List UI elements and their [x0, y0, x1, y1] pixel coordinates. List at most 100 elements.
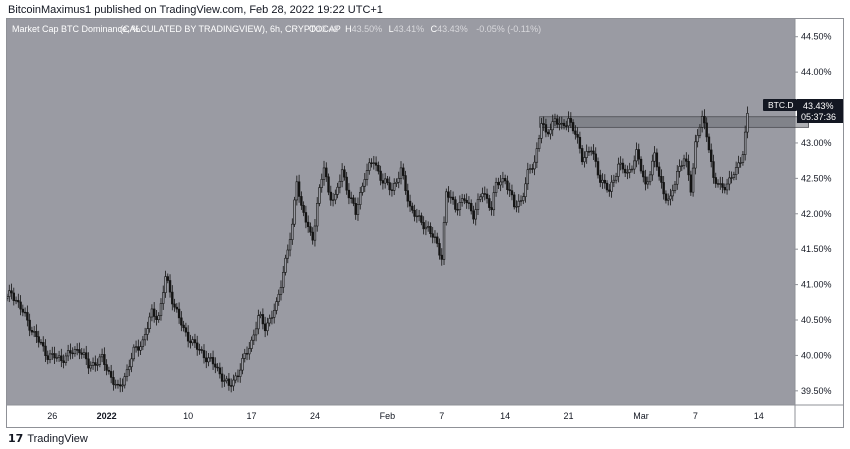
candle-body [189, 340, 192, 344]
candle [28, 313, 31, 337]
candle [155, 310, 158, 326]
plot-area[interactable] [7, 19, 795, 405]
candle-body [336, 186, 339, 195]
candle [476, 193, 480, 216]
candle [703, 109, 706, 130]
candle [266, 317, 269, 336]
candle-body [605, 182, 609, 191]
candle [601, 173, 604, 189]
candle-body [642, 170, 645, 178]
candle-body [503, 178, 507, 182]
candle-body [205, 357, 208, 363]
y-tick-label: 44.00% [801, 67, 832, 77]
candle-body [338, 180, 342, 188]
chart-source: (CALCULATED BY TRADINGVIEW), 6h, CRYPTOC… [120, 24, 341, 34]
candle-body [465, 199, 468, 204]
candle [669, 188, 672, 206]
candle-body [553, 118, 557, 122]
candle [583, 151, 586, 168]
candle-body [583, 157, 586, 163]
candle-body [128, 366, 131, 371]
candle [304, 205, 308, 229]
candle-body [614, 176, 618, 181]
candle-body [196, 342, 199, 350]
candle [465, 193, 468, 209]
resistance-zone[interactable] [539, 116, 809, 128]
candle-body [42, 342, 45, 347]
candle-body [460, 198, 464, 203]
candle [214, 357, 217, 374]
candle [186, 325, 190, 348]
candle-body [492, 192, 496, 211]
candle-body [295, 181, 299, 201]
tradingview-logo-text: TradingView [27, 432, 88, 445]
candle-body [424, 226, 428, 230]
candle [621, 158, 625, 174]
candle-body [159, 303, 163, 316]
candle [712, 154, 715, 184]
last-price-tag: BTC.D 43.43% 05:37:36 [763, 99, 843, 123]
candle [393, 178, 396, 196]
candle-body [186, 331, 190, 342]
candle [402, 163, 405, 180]
tradingview-footer[interactable]: 17 TradingView [8, 432, 88, 445]
candle-body [184, 327, 188, 333]
candle-body [279, 287, 283, 295]
candle-body [300, 196, 303, 206]
candle-body [635, 149, 638, 162]
candle [347, 183, 351, 205]
candle [356, 197, 360, 221]
chart-frame[interactable]: 39.50% 40.00% 40.50% 41.00% 41.50% 42.00% 42.5… [6, 18, 844, 428]
candle [397, 171, 400, 189]
candle [152, 302, 156, 323]
candle [340, 163, 344, 188]
candle [469, 199, 473, 215]
candle-body [356, 204, 360, 215]
candle-body [75, 349, 79, 351]
candle-body [69, 350, 72, 354]
candle [173, 298, 176, 312]
candle-body [501, 178, 505, 183]
candle-body [277, 293, 280, 302]
price-axis[interactable] [795, 19, 843, 427]
candle [368, 158, 371, 175]
candle [440, 248, 443, 266]
candle [109, 364, 113, 384]
candle-body [250, 339, 253, 349]
candle-body [710, 149, 713, 162]
candle [297, 174, 301, 203]
candle [69, 343, 72, 360]
candle [651, 154, 654, 181]
candle [481, 187, 484, 203]
candle [157, 312, 160, 323]
candle-body [519, 200, 523, 202]
candle [279, 280, 283, 301]
candle-body [698, 126, 702, 136]
candle [245, 346, 249, 361]
candle-body [612, 179, 616, 183]
candle-body [673, 183, 677, 191]
price-chart[interactable]: 39.50% 40.00% 40.50% 41.00% 41.50% 42.00% 42.5… [7, 19, 843, 427]
candle [741, 150, 745, 166]
candle-body [666, 198, 670, 201]
y-tick-label: 43.00% [801, 138, 832, 148]
candle-body [440, 254, 443, 260]
candle-body [291, 223, 294, 240]
candle [32, 325, 36, 338]
candle-body [743, 131, 747, 155]
candle-body [596, 161, 600, 176]
candle-body [216, 366, 219, 369]
candle-body [651, 160, 654, 176]
candle-body [207, 357, 210, 363]
candle-body [610, 181, 613, 192]
candle-body [180, 317, 183, 326]
candle-body [447, 191, 450, 198]
candle [497, 177, 500, 190]
candle [433, 230, 437, 244]
candle-body [426, 226, 430, 228]
candle-body [37, 336, 40, 343]
candle-body [26, 312, 29, 321]
time-axis[interactable] [7, 405, 795, 427]
candle-body [28, 319, 31, 331]
candle-body [109, 371, 113, 378]
